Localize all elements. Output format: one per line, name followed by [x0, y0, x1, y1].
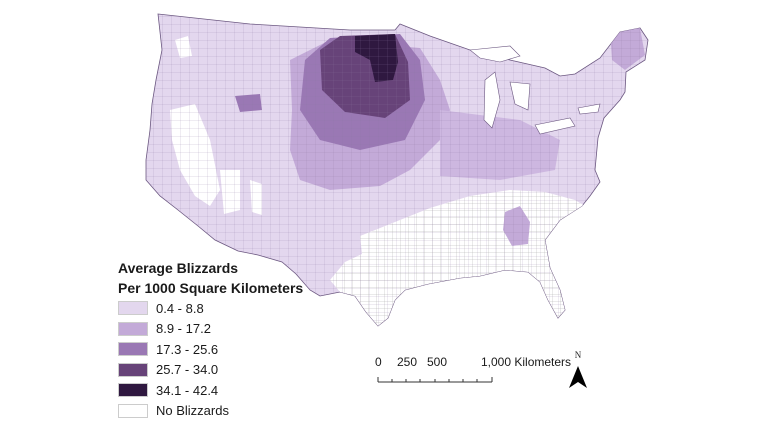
legend-item: 25.7 - 34.0 — [118, 360, 303, 381]
legend-label: 17.3 - 25.6 — [156, 341, 219, 357]
great-lakes — [469, 45, 601, 135]
scale-bar-line — [377, 377, 493, 383]
legend-swatch — [118, 301, 148, 316]
legend-item: 0.4 - 8.8 — [118, 298, 303, 319]
legend: Average Blizzards Per 1000 Square Kilome… — [118, 258, 303, 421]
legend-item: No Blizzards — [118, 401, 303, 422]
scale-label: 1,000 Kilometers — [481, 355, 572, 369]
legend-label: 34.1 - 42.4 — [156, 382, 219, 398]
north-arrow: N — [566, 350, 590, 360]
scale-label: 0 — [375, 355, 382, 369]
north-arrow-icon — [569, 366, 587, 388]
legend-label: No Blizzards — [156, 403, 229, 419]
legend-item: 17.3 - 25.6 — [118, 339, 303, 360]
legend-item: 8.9 - 17.2 — [118, 319, 303, 340]
legend-swatch — [118, 362, 148, 377]
legend-label: 8.9 - 17.2 — [156, 321, 211, 337]
legend-title: Average Blizzards — [118, 260, 239, 276]
legend-swatch — [118, 403, 148, 418]
north-label: N — [574, 350, 582, 360]
scale-label: 500 — [427, 355, 448, 369]
legend-label: 0.4 - 8.8 — [156, 300, 204, 316]
legend-item: 34.1 - 42.4 — [118, 380, 303, 401]
legend-swatch — [118, 342, 148, 357]
legend-swatch — [118, 383, 148, 398]
scale-label: 250 — [397, 355, 418, 369]
legend-label: 25.7 - 34.0 — [156, 362, 219, 378]
legend-subtitle: Per 1000 Square Kilometers — [118, 280, 304, 296]
legend-swatch — [118, 321, 148, 336]
